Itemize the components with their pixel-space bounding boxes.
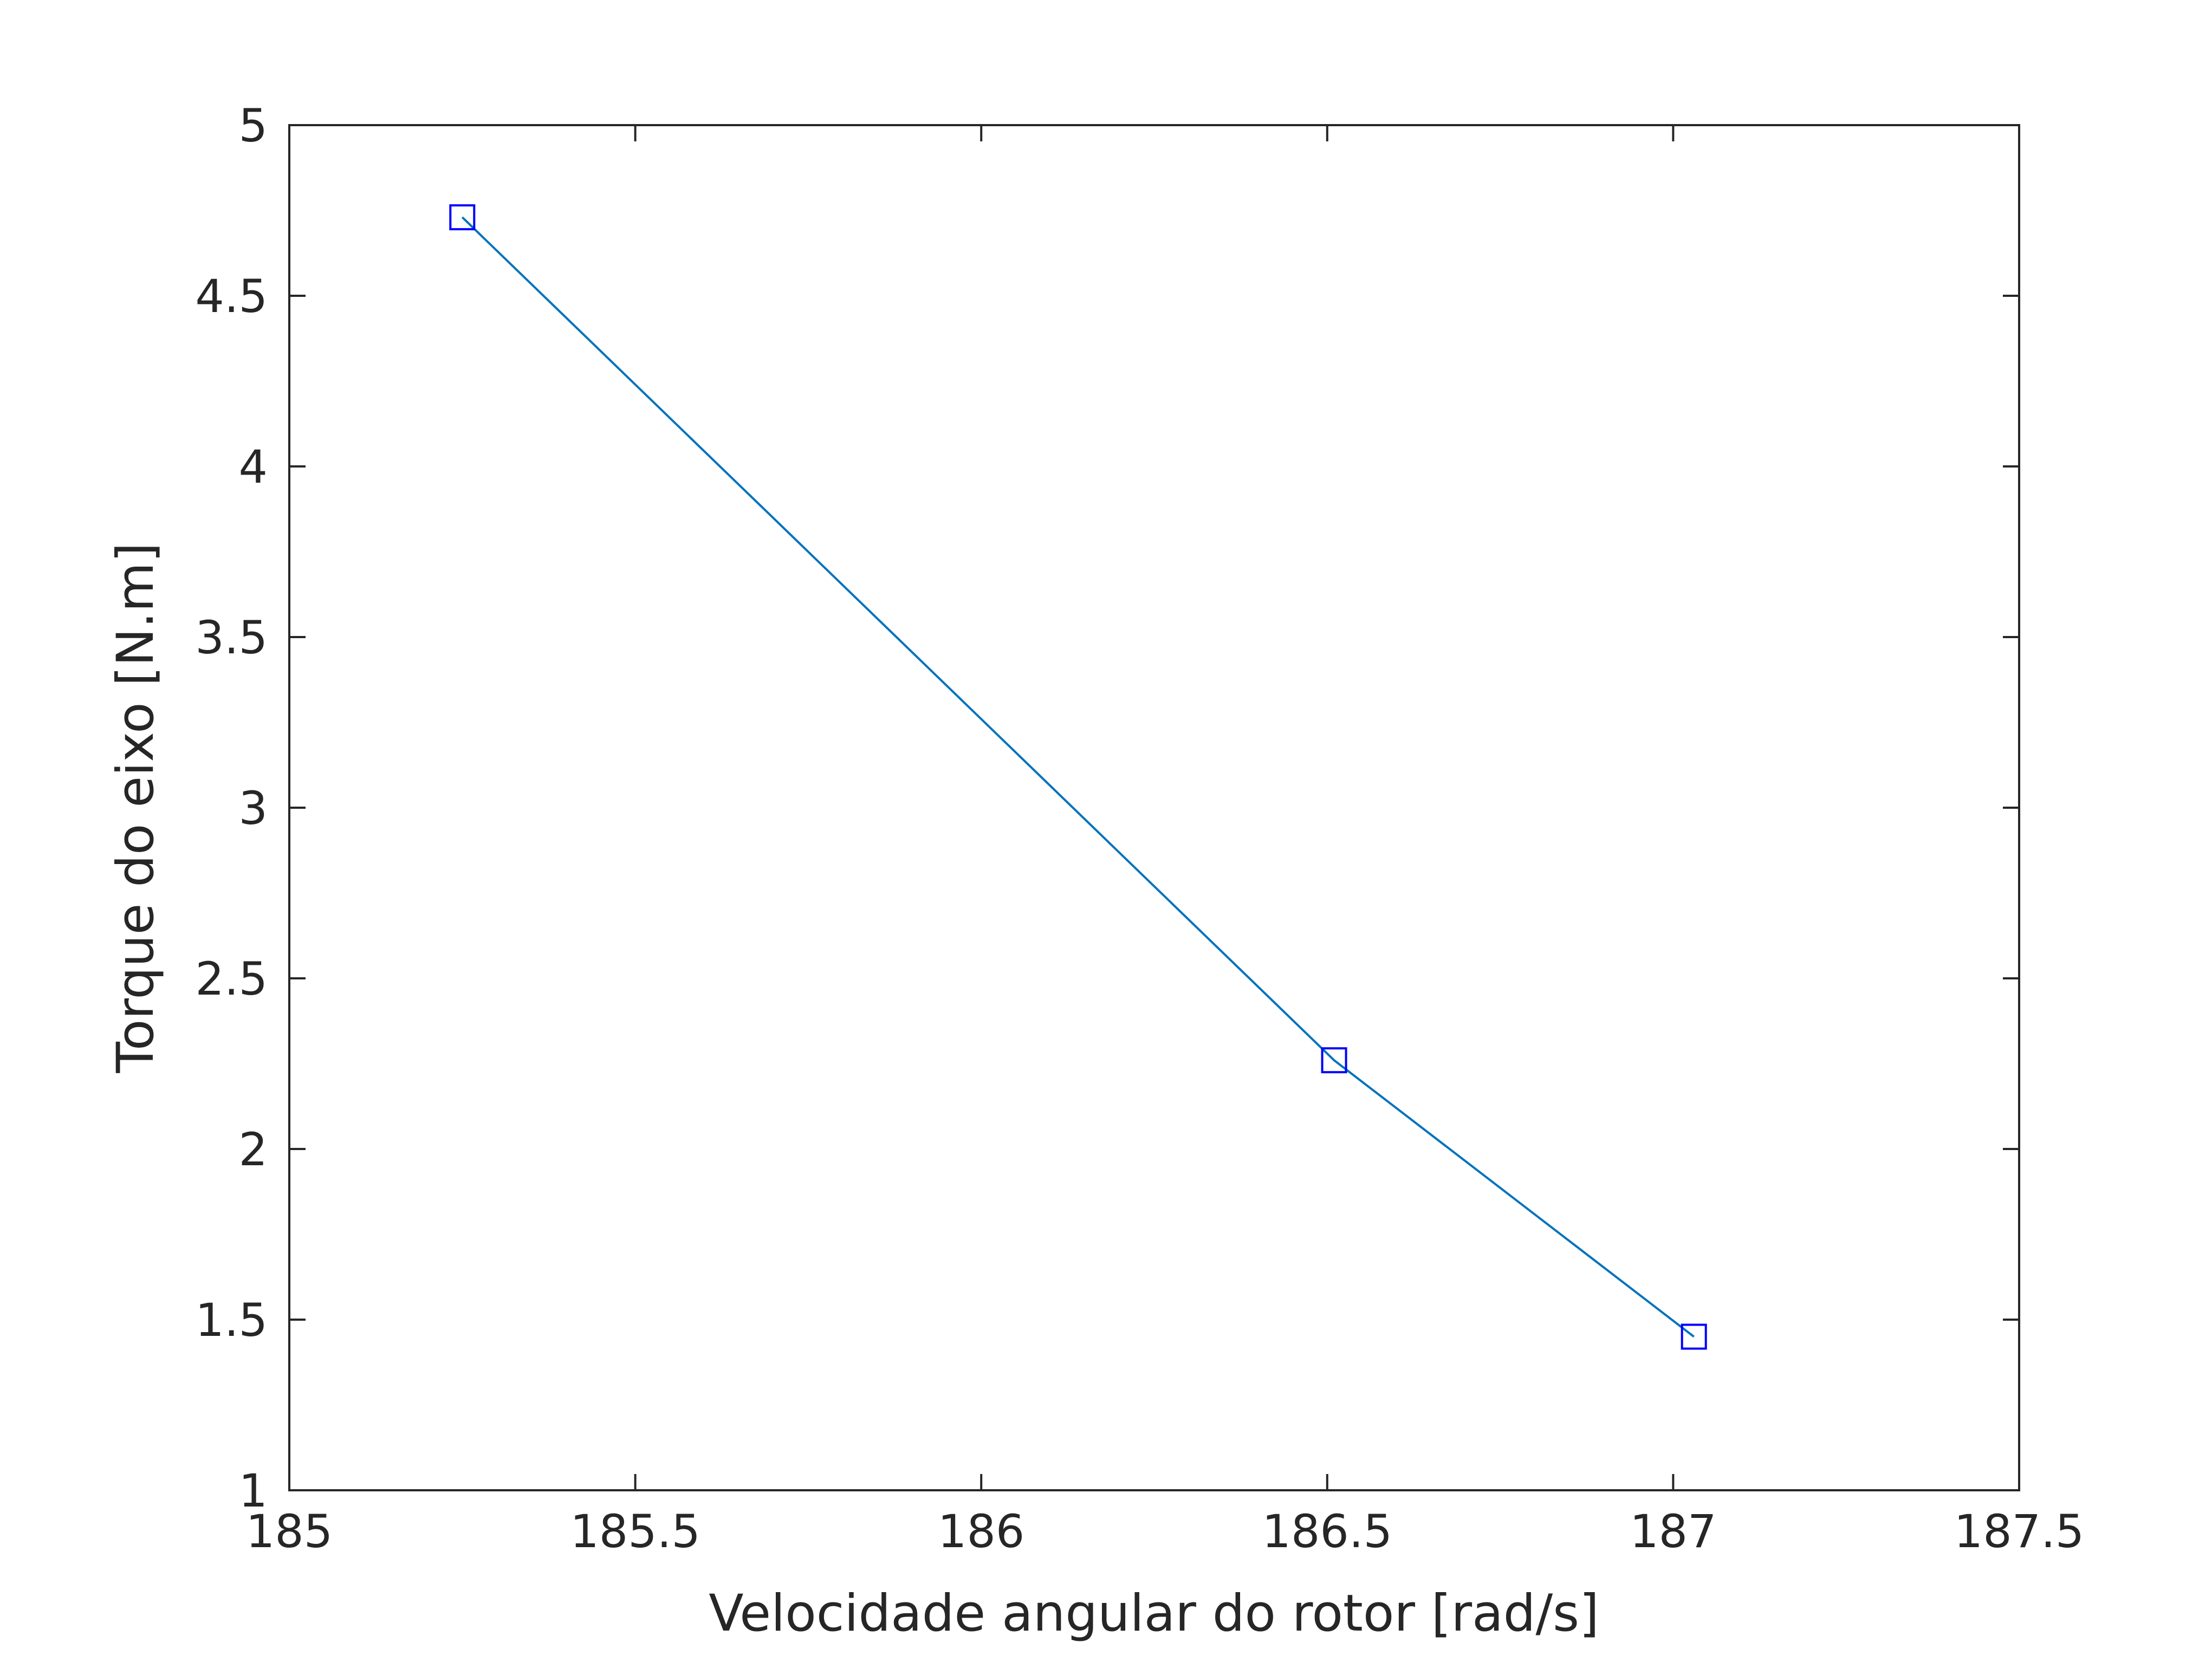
series-layer <box>449 204 1707 1350</box>
x-tick-label: 187 <box>1630 1505 1716 1558</box>
x-axis-label: Velocidade angular do rotor [rad/s] <box>709 1584 1599 1643</box>
y-tick-label: 2 <box>239 1123 268 1176</box>
y-tick-label: 4.5 <box>195 270 268 323</box>
axes-box <box>288 124 2020 1491</box>
y-tick-label: 1 <box>239 1464 268 1517</box>
y-tick-label: 3 <box>239 782 268 835</box>
y-tick-label: 3.5 <box>195 611 268 664</box>
tick-labels-layer: 185 185.5 186 186.5 187 187.5 1 1.5 2 2.5 3 3.5 4 4.5… <box>195 99 2084 1558</box>
y-axis-label: Torque do eixo [N.m] <box>106 542 165 1073</box>
x-tick-label: 185 <box>246 1505 333 1558</box>
x-tick-label: 186.5 <box>1262 1505 1392 1558</box>
plot-area <box>289 125 2019 1490</box>
x-tick-label: 187.5 <box>1954 1505 2084 1558</box>
y-tick-label: 2.5 <box>195 952 268 1005</box>
series-line <box>461 216 1695 1338</box>
data-point-marker <box>1681 1323 1707 1350</box>
data-point-marker <box>449 204 476 231</box>
data-point-marker <box>1321 1047 1347 1074</box>
x-tick-label: 186 <box>938 1505 1024 1558</box>
x-tick-label: 185.5 <box>570 1505 700 1558</box>
y-tick-label: 4 <box>239 440 268 494</box>
y-tick-label: 5 <box>239 99 268 152</box>
y-tick-label: 1.5 <box>195 1294 268 1347</box>
